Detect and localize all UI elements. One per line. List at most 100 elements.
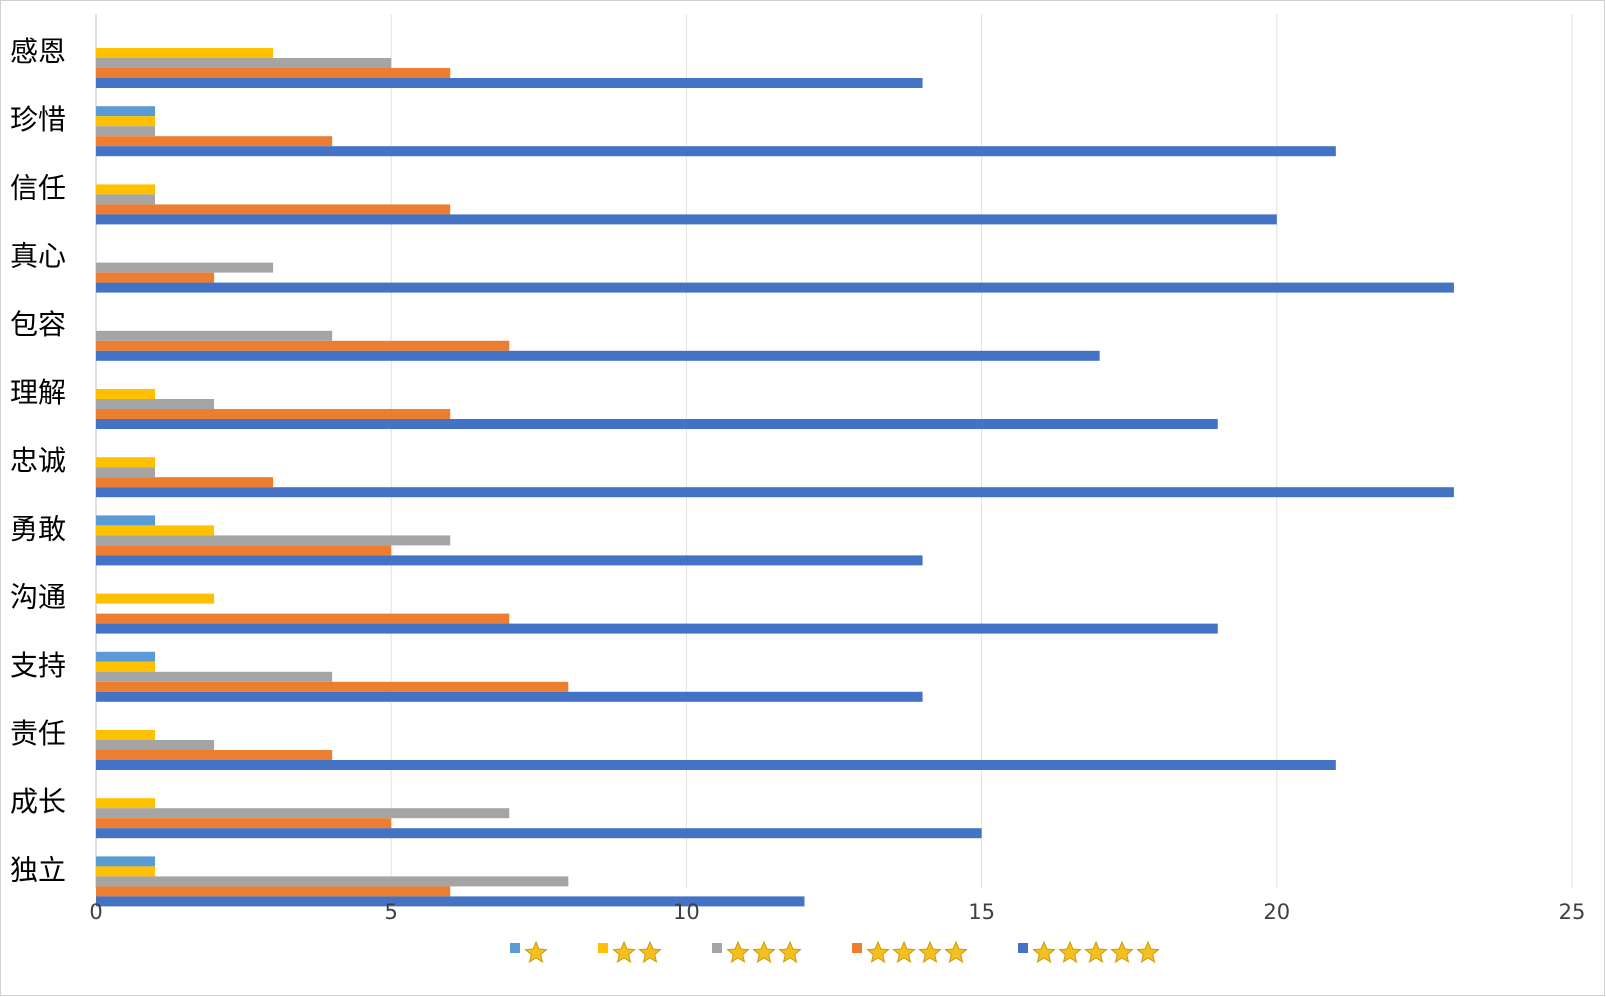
star-icon bbox=[524, 940, 548, 963]
legend-swatch bbox=[852, 943, 862, 953]
category-label: 感恩 bbox=[10, 35, 66, 68]
bar-1-star bbox=[96, 856, 156, 867]
bar-2-star bbox=[96, 866, 156, 877]
bar-4-star bbox=[96, 340, 510, 351]
category-label: 独立 bbox=[10, 853, 66, 886]
star-icon bbox=[1032, 940, 1056, 963]
bar-3-star bbox=[96, 671, 333, 682]
gridlines bbox=[95, 14, 1573, 888]
legend bbox=[510, 940, 1160, 963]
bar-3-star bbox=[96, 399, 215, 409]
x-tick-label: 0 bbox=[89, 900, 102, 924]
bar-4-star bbox=[96, 68, 451, 78]
category-label: 成长 bbox=[10, 785, 66, 818]
category-label: 支持 bbox=[10, 649, 66, 682]
bar-4-star bbox=[96, 545, 392, 556]
bar-2-star bbox=[96, 184, 156, 195]
star-icon bbox=[918, 940, 942, 963]
bar-2-star bbox=[96, 525, 215, 536]
legend-item-3-star bbox=[712, 940, 802, 963]
x-tick-label: 10 bbox=[673, 900, 700, 924]
star-icon bbox=[866, 940, 890, 963]
star-icon bbox=[944, 940, 968, 963]
bar-2-star bbox=[96, 389, 156, 399]
bar-5-star bbox=[96, 419, 1218, 429]
bar-3-star bbox=[96, 808, 510, 819]
star-icon bbox=[752, 940, 776, 963]
bar-3-star bbox=[96, 194, 156, 205]
bar-2-star bbox=[96, 661, 156, 672]
category-label: 真心 bbox=[10, 240, 66, 273]
bar-2-star bbox=[96, 48, 274, 58]
bar-4-star bbox=[96, 886, 451, 897]
star-icon bbox=[892, 940, 916, 963]
bar-1-star bbox=[96, 651, 156, 662]
legend-swatch bbox=[712, 943, 722, 953]
category-label: 珍惜 bbox=[10, 103, 66, 136]
bar-5-star bbox=[96, 78, 923, 88]
star-icon bbox=[778, 940, 802, 963]
bar-3-star bbox=[96, 126, 156, 137]
bar-5-star bbox=[96, 555, 923, 566]
legend-swatch bbox=[598, 943, 608, 953]
bar-5-star bbox=[96, 487, 1454, 498]
bar-2-star bbox=[96, 730, 156, 740]
bar-4-star bbox=[96, 681, 569, 692]
legend-item-1-star bbox=[510, 940, 548, 963]
bar-5-star bbox=[96, 146, 1336, 157]
category-label: 责任 bbox=[10, 717, 66, 750]
bar-5-star bbox=[96, 623, 1218, 634]
star-icon bbox=[1110, 940, 1134, 963]
bar-5-star bbox=[96, 350, 1100, 361]
bar-3-star bbox=[96, 740, 215, 750]
bar-1-star bbox=[96, 515, 156, 526]
bar-5-star bbox=[96, 691, 923, 702]
bar-3-star bbox=[96, 58, 392, 68]
star-icon bbox=[1058, 940, 1082, 963]
bar-4-star bbox=[96, 477, 274, 488]
bar-2-star bbox=[96, 593, 215, 604]
bar-5-star bbox=[96, 896, 805, 907]
bar-4-star bbox=[96, 409, 451, 419]
x-tick-labels: 0 5 10 15 20 25 bbox=[89, 900, 1585, 924]
bars bbox=[96, 48, 1454, 907]
bar-5-star bbox=[96, 282, 1454, 293]
bar-2-star bbox=[96, 798, 156, 809]
bar-3-star bbox=[96, 876, 569, 887]
star-icon bbox=[638, 940, 662, 963]
bar-5-star bbox=[96, 760, 1336, 770]
legend-item-4-star bbox=[852, 940, 968, 963]
star-icon bbox=[1136, 940, 1160, 963]
category-label: 理解 bbox=[10, 376, 66, 409]
bar-3-star bbox=[96, 262, 274, 273]
category-label: 信任 bbox=[10, 171, 66, 204]
bar-4-star bbox=[96, 136, 333, 147]
bar-3-star bbox=[96, 330, 333, 341]
bar-1-star bbox=[96, 106, 156, 117]
bar-5-star bbox=[96, 214, 1277, 225]
bar-2-star bbox=[96, 457, 156, 468]
bar-3-star bbox=[96, 467, 156, 478]
star-icon bbox=[1084, 940, 1108, 963]
x-tick-label: 25 bbox=[1559, 900, 1586, 924]
legend-swatch bbox=[510, 943, 520, 953]
legend-item-2-star bbox=[598, 940, 662, 963]
bar-4-star bbox=[96, 613, 510, 624]
bar-4-star bbox=[96, 750, 333, 760]
x-tick-label: 20 bbox=[1263, 900, 1290, 924]
star-icon bbox=[726, 940, 750, 963]
category-label: 勇敢 bbox=[10, 512, 66, 545]
x-tick-label: 15 bbox=[968, 900, 995, 924]
legend-swatch bbox=[1018, 943, 1028, 953]
category-label: 沟通 bbox=[10, 581, 66, 614]
legend-item-5-star bbox=[1018, 940, 1160, 963]
bar-4-star bbox=[96, 272, 215, 283]
bar-4-star bbox=[96, 818, 392, 829]
category-label: 包容 bbox=[10, 308, 66, 341]
category-label: 忠诚 bbox=[10, 444, 66, 477]
bar-2-star bbox=[96, 116, 156, 127]
bar-5-star bbox=[96, 828, 982, 839]
bar-4-star bbox=[96, 204, 451, 215]
